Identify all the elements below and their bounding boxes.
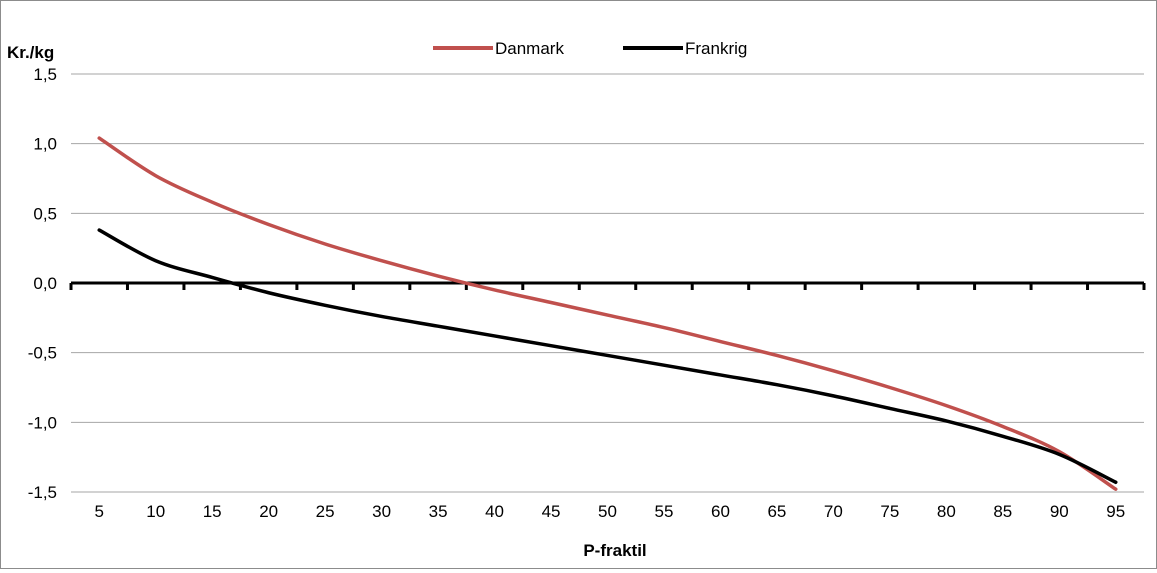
series-line-frankrig xyxy=(97,228,1118,484)
y-axis-label: Kr./kg xyxy=(7,43,54,62)
x-tick-label: 15 xyxy=(203,502,222,521)
series-lines xyxy=(97,136,1118,491)
zero-axis xyxy=(69,281,1146,290)
y-tick-label: -1,0 xyxy=(28,413,57,432)
x-axis-tick-labels: 5 10 15 20 25 30 35 40 45 50 55 60 65 70 75 80 85 90 95 xyxy=(95,502,1126,521)
x-tick-label: 90 xyxy=(1050,502,1069,521)
x-tick-label: 45 xyxy=(542,502,561,521)
legend-label-frankrig: Frankrig xyxy=(685,39,747,58)
y-tick-label: -0,5 xyxy=(28,344,57,363)
x-tick-label: 5 xyxy=(95,502,104,521)
x-tick-label: 40 xyxy=(485,502,504,521)
x-axis-label: P-fraktil xyxy=(583,541,646,560)
x-tick-label: 20 xyxy=(259,502,278,521)
x-tick-label: 50 xyxy=(598,502,617,521)
y-tick-label: 0,0 xyxy=(33,274,57,293)
x-tick-label: 95 xyxy=(1106,502,1125,521)
x-tick-label: 35 xyxy=(429,502,448,521)
y-tick-label: 0,5 xyxy=(33,204,57,223)
x-tick-label: 80 xyxy=(937,502,956,521)
y-tick-label: 1,5 xyxy=(33,65,57,84)
gridlines xyxy=(71,73,1144,493)
x-tick-label: 60 xyxy=(711,502,730,521)
x-tick-label: 10 xyxy=(146,502,165,521)
x-tick-label: 75 xyxy=(880,502,899,521)
legend: Danmark Frankrig xyxy=(433,39,747,58)
y-axis-tick-labels: 1,5 1,0 0,5 0,0 -0,5 -1,0 -1,5 xyxy=(28,65,57,502)
x-tick-label: 65 xyxy=(767,502,786,521)
series-line-danmark xyxy=(97,136,1118,491)
y-tick-label: 1,0 xyxy=(33,135,57,154)
x-tick-label: 25 xyxy=(316,502,335,521)
x-tick-label: 55 xyxy=(655,502,674,521)
y-tick-label: -1,5 xyxy=(28,483,57,502)
legend-label-danmark: Danmark xyxy=(495,39,564,58)
x-tick-label: 30 xyxy=(372,502,391,521)
x-tick-label: 85 xyxy=(993,502,1012,521)
x-tick-label: 70 xyxy=(824,502,843,521)
